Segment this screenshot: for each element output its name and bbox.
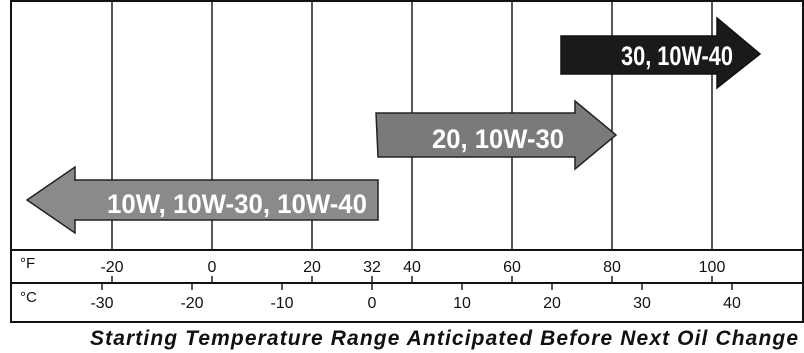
celsius-tick-label: 20 [543, 295, 561, 312]
viscosity-arrow [25, 165, 379, 235]
chart-caption: Starting Temperature Range Anticipated B… [90, 327, 798, 350]
fahrenheit-tick-label: -20 [100, 259, 123, 276]
fahrenheit-tick-label: 80 [603, 259, 621, 276]
fahrenheit-tick-label: 100 [699, 259, 726, 276]
celsius-unit-label: °C [20, 289, 37, 306]
viscosity-arrow [375, 99, 618, 171]
fahrenheit-tick-label: 60 [503, 259, 521, 276]
fahrenheit-unit-label: °F [20, 255, 35, 272]
celsius-tick-label: 10 [453, 295, 471, 312]
celsius-tick-label: -30 [90, 295, 113, 312]
viscosity-arrows: 10W, 10W-30, 10W-40 20, 10W-30 30, 10W-40 [25, 16, 762, 235]
celsius-scale: -30 -20 -10 0 10 20 30 40 [90, 283, 741, 312]
viscosity-grade-label: 10W, 10W-30, 10W-40 [107, 189, 367, 219]
celsius-tick-label: -10 [270, 295, 293, 312]
viscosity-grade-label: 20, 10W-30 [432, 124, 564, 154]
viscosity-grade-label: 30, 10W-40 [621, 41, 733, 71]
celsius-tick-label: 30 [633, 295, 651, 312]
fahrenheit-tick-label: 32 [363, 259, 381, 276]
fahrenheit-tick-label: 0 [208, 259, 217, 276]
celsius-tick-label: 0 [368, 295, 377, 312]
viscosity-arrow [560, 16, 762, 90]
celsius-tick-label: -20 [180, 295, 203, 312]
fahrenheit-tick-label: 40 [403, 259, 421, 276]
fahrenheit-tick-label: 20 [303, 259, 321, 276]
fahrenheit-scale: -20 0 20 32 40 60 80 100 [100, 259, 725, 283]
chart-frame [10, 0, 804, 323]
celsius-tick-label: 40 [723, 295, 741, 312]
